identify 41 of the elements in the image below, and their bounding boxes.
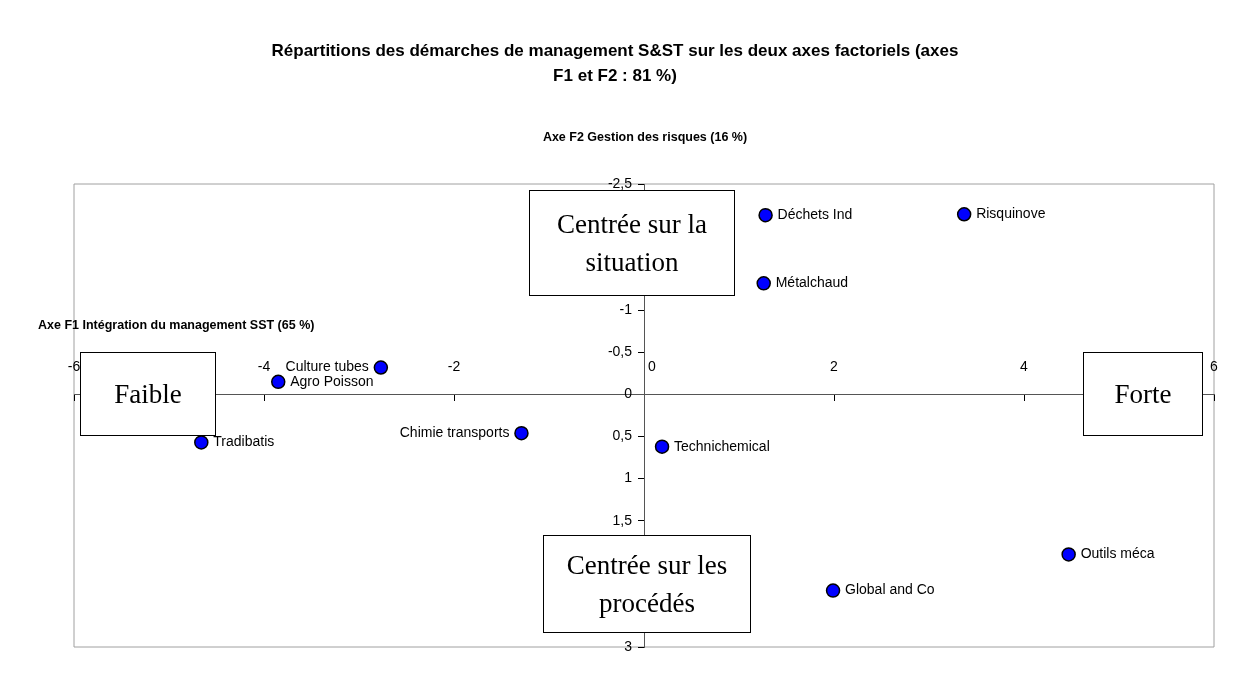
point <box>825 583 841 598</box>
y-tick-label: 1 <box>624 469 633 486</box>
annotation: Faible <box>114 379 182 409</box>
y-tick-label: 0,5 <box>612 427 633 444</box>
point <box>1061 547 1076 562</box>
y-tick-label: -0,5 <box>607 343 633 360</box>
series-label: Culture tubes <box>285 358 369 375</box>
x-tick-label: -6 <box>67 358 81 375</box>
annotation: Centrée sur les procédés <box>543 535 751 633</box>
series-label: Technichemical <box>674 437 770 454</box>
annotation: Centrée sur la situation <box>529 190 735 296</box>
series-label: Global and Co <box>845 581 935 598</box>
series-label: Tradibatis <box>213 433 275 450</box>
series-label: Outils méca <box>1080 545 1155 562</box>
point <box>373 360 389 375</box>
point <box>271 374 286 390</box>
x-tick-label: -2 <box>447 358 461 375</box>
series-label: Risquinove <box>976 205 1046 222</box>
x-tick-label: 4 <box>1020 358 1029 375</box>
chart-title: Répartitions des démarches de management S&ST sur les deux axes factoriels (axes F1 et F2 : 81 %) <box>270 40 960 87</box>
y-tick-label: -2,5 <box>607 174 633 191</box>
y-tick-label: 3 <box>624 637 633 654</box>
point <box>956 207 972 222</box>
x-tick-label: 0 <box>648 358 657 375</box>
point <box>514 425 529 441</box>
x-tick-label: 2 <box>830 358 839 375</box>
y-axis-title: Axe F2 Gestion des risques (16 %) <box>541 129 749 146</box>
x-axis-title: Axe F1 Intégration du management SST (65 %) <box>38 318 315 332</box>
series-label: Métalchaud <box>775 274 849 291</box>
series-label: Chimie transports <box>399 424 510 441</box>
x-tick-label: 6 <box>1210 358 1219 375</box>
point <box>756 276 771 291</box>
point <box>194 435 209 450</box>
series-label: Déchets Ind <box>777 206 853 223</box>
annotation: Forte <box>1083 352 1203 436</box>
series-label: Agro Poisson <box>290 372 374 389</box>
y-tick-label: 1,5 <box>612 511 633 528</box>
point <box>758 207 773 223</box>
y-tick-label: -1 <box>619 301 633 318</box>
point <box>654 439 670 454</box>
x-tick-label: -4 <box>257 358 271 375</box>
